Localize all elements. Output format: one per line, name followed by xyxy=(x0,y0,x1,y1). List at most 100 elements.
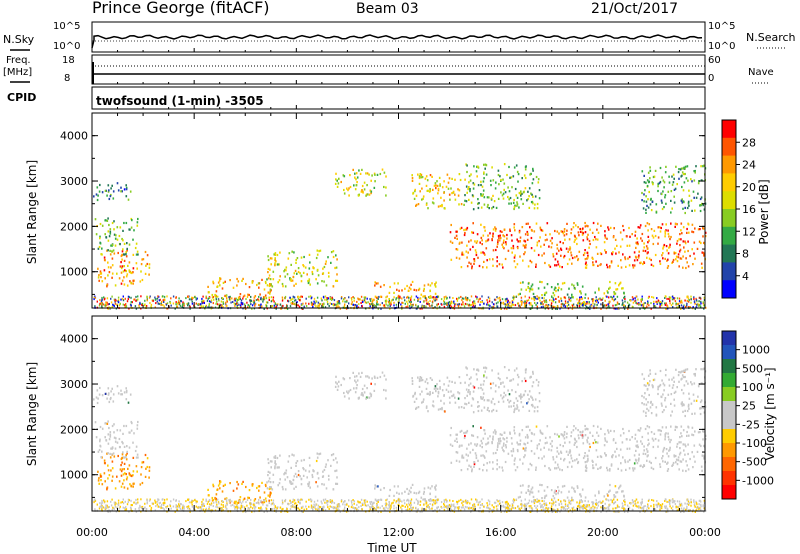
power-cell xyxy=(336,185,339,188)
velocity-cell xyxy=(518,394,521,398)
power-cell xyxy=(618,284,620,287)
power-cell xyxy=(480,183,482,187)
velocity-cell xyxy=(507,452,510,455)
velocity-cell xyxy=(144,475,147,478)
power-cell xyxy=(191,302,194,305)
velocity-cell xyxy=(330,454,333,457)
power-cell xyxy=(277,281,279,284)
velocity-cell xyxy=(475,498,477,501)
velocity-cell xyxy=(432,400,435,403)
velocity-cell xyxy=(601,501,603,504)
power-cell xyxy=(97,276,100,279)
power-cell xyxy=(647,301,649,304)
velocity-cell xyxy=(267,480,270,483)
velocity-cell xyxy=(530,395,532,398)
power-cell xyxy=(425,175,428,178)
power-cell xyxy=(652,264,655,268)
power-cell xyxy=(681,171,684,174)
power-cell xyxy=(295,258,297,262)
power-cell xyxy=(132,279,134,282)
power-cell xyxy=(248,286,251,289)
power-cell xyxy=(489,179,492,182)
power-cell xyxy=(568,298,570,301)
power-cell xyxy=(470,295,473,298)
velocity-cell xyxy=(508,368,510,372)
velocity-cell xyxy=(608,505,610,508)
velocity-cell xyxy=(585,505,587,508)
velocity-cell xyxy=(680,460,683,463)
power-cell xyxy=(285,266,288,269)
velocity-cell xyxy=(584,461,587,464)
power-cell xyxy=(321,280,323,283)
velocity-cell xyxy=(469,507,471,510)
power-cell xyxy=(94,295,96,298)
power-cell xyxy=(518,191,521,195)
velocity-cell xyxy=(305,505,307,508)
power-cell xyxy=(517,247,519,250)
power-cell xyxy=(499,237,502,240)
power-cell xyxy=(415,194,418,197)
power-cell xyxy=(461,303,463,306)
power-cell xyxy=(369,299,372,302)
power-cell xyxy=(472,304,474,307)
power-cell xyxy=(643,242,645,245)
power-cell xyxy=(396,288,398,291)
power-cell xyxy=(373,304,375,307)
velocity-cell xyxy=(136,424,139,427)
power-cell xyxy=(655,300,657,303)
velocity-cell xyxy=(472,425,474,428)
power-cell xyxy=(472,245,474,248)
velocity-cell xyxy=(271,488,274,491)
velocity-cell xyxy=(511,505,513,508)
power-cell xyxy=(546,238,548,241)
power-cell xyxy=(677,253,680,256)
velocity-cell xyxy=(642,465,644,469)
power-cell xyxy=(363,299,365,302)
power-cell xyxy=(503,247,505,250)
velocity-cell xyxy=(275,463,277,466)
power-cell xyxy=(361,305,363,308)
velocity-cell xyxy=(619,434,622,437)
power-cell xyxy=(433,184,436,187)
velocity-cell xyxy=(702,438,704,441)
velocity-cell xyxy=(697,431,700,434)
power-cell xyxy=(240,299,243,302)
velocity-cell xyxy=(679,451,682,454)
power-cell xyxy=(401,289,403,292)
power-cell xyxy=(383,304,385,307)
power-cell xyxy=(654,305,656,308)
power-cell xyxy=(174,307,176,310)
power-cell xyxy=(366,172,369,175)
velocity-cell xyxy=(361,392,363,395)
velocity-cell xyxy=(444,410,446,413)
power-cell xyxy=(393,304,395,307)
velocity-cell xyxy=(411,377,413,380)
power-cell xyxy=(440,196,442,199)
power-cell xyxy=(436,184,439,187)
power-cell xyxy=(259,304,261,307)
power-cell xyxy=(311,304,313,306)
power-cell xyxy=(229,279,231,282)
power-cell xyxy=(478,298,480,301)
velocity-cell xyxy=(606,493,609,496)
power-cell xyxy=(704,231,707,234)
velocity-cell xyxy=(700,382,703,385)
power-cell xyxy=(455,303,457,306)
power-cell xyxy=(453,302,455,305)
velocity-cell xyxy=(480,439,483,442)
velocity-cell xyxy=(162,507,164,509)
power-cell xyxy=(106,194,108,197)
velocity-cell xyxy=(475,456,478,460)
power-cell xyxy=(612,251,614,254)
velocity-cell xyxy=(465,366,467,369)
power-cell xyxy=(501,243,503,246)
velocity-cell xyxy=(148,466,151,469)
velocity-cell xyxy=(434,495,437,498)
power-cell xyxy=(295,282,297,285)
power-cell xyxy=(445,185,448,188)
power-cell xyxy=(686,206,689,210)
power-cell xyxy=(570,228,573,231)
velocity-cell xyxy=(130,474,133,478)
power-cell xyxy=(322,304,324,307)
power-cell xyxy=(116,226,119,229)
